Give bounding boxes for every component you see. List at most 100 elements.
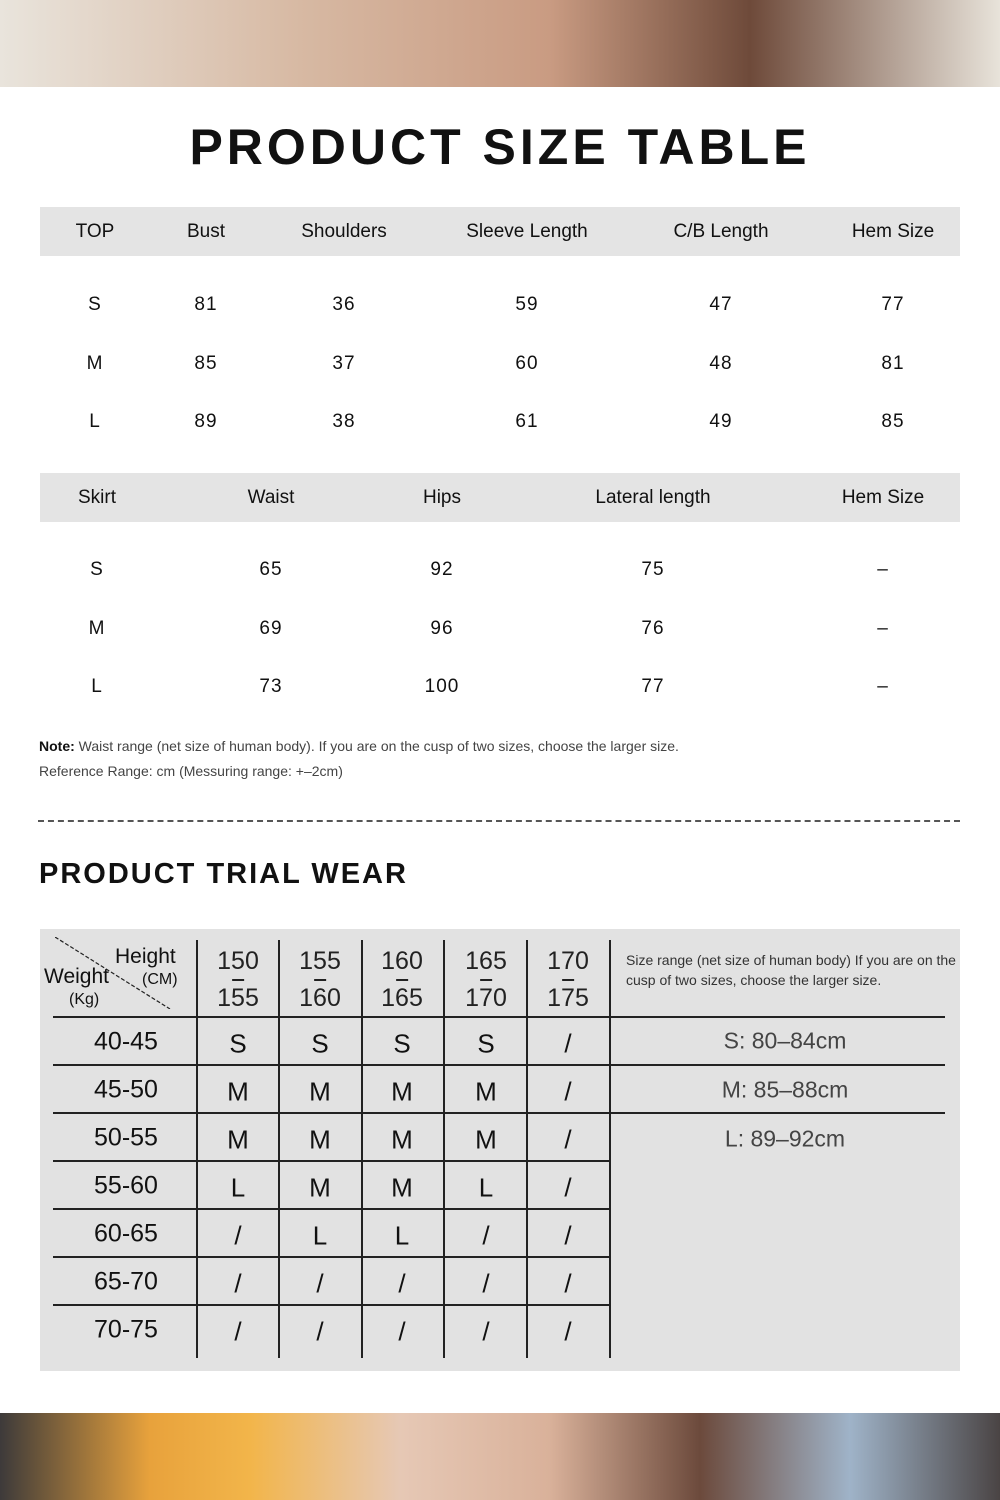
note-line: Note: Waist range (net size of human bod… [39,738,679,754]
size-cell: / [564,1076,572,1107]
size-cell: / [398,1268,406,1299]
height-to: 165 [381,984,423,1012]
height-range-header: 155 160 [299,943,341,1017]
table-cell: 76 [641,617,665,639]
size-range-2: L: 89–92cm [724,1125,846,1152]
grid-line-vertical [278,940,280,1358]
size-cell: / [564,1220,572,1251]
column-header: Hem Size [841,487,925,508]
weight-range: 40-45 [94,1027,158,1056]
table-cell: M [86,352,104,374]
height-range-header: 165 170 [465,943,507,1017]
corner-weight-label: Weight [44,965,109,988]
trial-wear-title: PRODUCT TRIAL WEAR [39,858,408,890]
table-cell: 81 [194,294,218,315]
table-cell: 61 [515,411,539,432]
size-cell: / [234,1268,242,1299]
size-cell: / [234,1220,242,1251]
size-range-1: M: 85–88cm [721,1076,849,1103]
table-cell: 89 [194,411,218,432]
table-cell: 65 [259,559,283,580]
table-cell: M [88,617,106,639]
table-cell: – [877,676,889,697]
grid-line-vertical [361,940,363,1358]
skirt-table-header [40,473,960,522]
size-cell: L [394,1220,410,1251]
grid-line-horizontal [53,1064,945,1066]
table-cell: 37 [332,352,356,374]
grid-line-horizontal [53,1256,610,1258]
column-header: TOP [75,221,115,242]
note-text: Waist range (net size of human body). If… [74,738,679,754]
size-cell: L [312,1220,328,1251]
table-cell: 36 [332,294,356,315]
weight-range: 45-50 [94,1075,158,1104]
size-cell: M [309,1076,331,1107]
table-cell: 60 [515,352,539,374]
weight-range: 50-55 [94,1123,158,1152]
height-from: 160 [381,947,423,975]
size-range-note: Size range (net size of human body) If y… [626,952,956,988]
column-header: Hips [422,487,462,508]
size-cell: / [564,1028,572,1059]
weight-range: 70-75 [94,1315,158,1344]
column-header: Shoulders [301,221,387,242]
grid-line-horizontal [53,1160,610,1162]
table-cell: – [877,559,889,580]
height-from: 170 [547,947,589,975]
height-from: 150 [217,947,259,975]
size-cell: M [227,1124,249,1155]
corner-diagonal-line [55,937,171,1009]
size-cell: / [564,1316,572,1347]
size-cell: M [309,1172,331,1203]
size-cell: S [229,1028,247,1059]
size-range-0: S: 80–84cm [723,1027,847,1054]
table-cell: 85 [881,411,905,432]
table-cell: 100 [424,676,460,697]
corner-height-label: Height [115,945,176,968]
height-range-header: 150 155 [217,943,259,1017]
column-header: Hem Size [851,221,935,242]
model-photo-bottom [0,1413,1000,1500]
table-cell: 92 [430,559,454,580]
size-cell: / [482,1316,490,1347]
reference-range: Reference Range: cm (Messuring range: +–… [39,763,343,779]
column-header: Lateral length [595,487,711,508]
size-cell: M [391,1124,413,1155]
note-label: Note: [39,738,75,754]
size-cell: M [391,1172,413,1203]
height-range-header: 160 165 [381,943,423,1017]
size-cell: / [482,1220,490,1251]
table-cell: L [89,411,101,432]
height-range-header: 170 175 [547,943,589,1017]
size-cell: M [475,1076,497,1107]
grid-line-vertical [443,940,445,1358]
size-cell: L [478,1172,494,1203]
range-dash [562,979,574,981]
column-header: Skirt [78,487,116,508]
size-cell: S [393,1028,411,1059]
column-header: Sleeve Length [466,221,588,242]
grid-line-horizontal [53,1016,945,1018]
grid-line-vertical [196,940,198,1358]
size-cell: / [316,1316,324,1347]
weight-range: 65-70 [94,1267,158,1296]
table-cell: 96 [430,617,454,639]
size-cell: / [564,1172,572,1203]
height-to: 155 [217,984,259,1012]
corner-weight-unit: (Kg) [69,991,100,1008]
grid-line-horizontal [53,1304,610,1306]
size-cell: M [391,1076,413,1107]
height-from: 165 [465,947,507,975]
table-cell: 69 [259,617,283,639]
height-to: 175 [547,984,589,1012]
size-cell: S [311,1028,329,1059]
table-cell: S [90,559,104,580]
weight-range: 60-65 [94,1219,158,1248]
table-cell: 48 [709,352,733,374]
size-cell: / [564,1124,572,1155]
model-photo-top [0,0,1000,87]
size-cell: L [230,1172,246,1203]
size-cell: / [398,1316,406,1347]
table-cell: 77 [881,294,905,315]
